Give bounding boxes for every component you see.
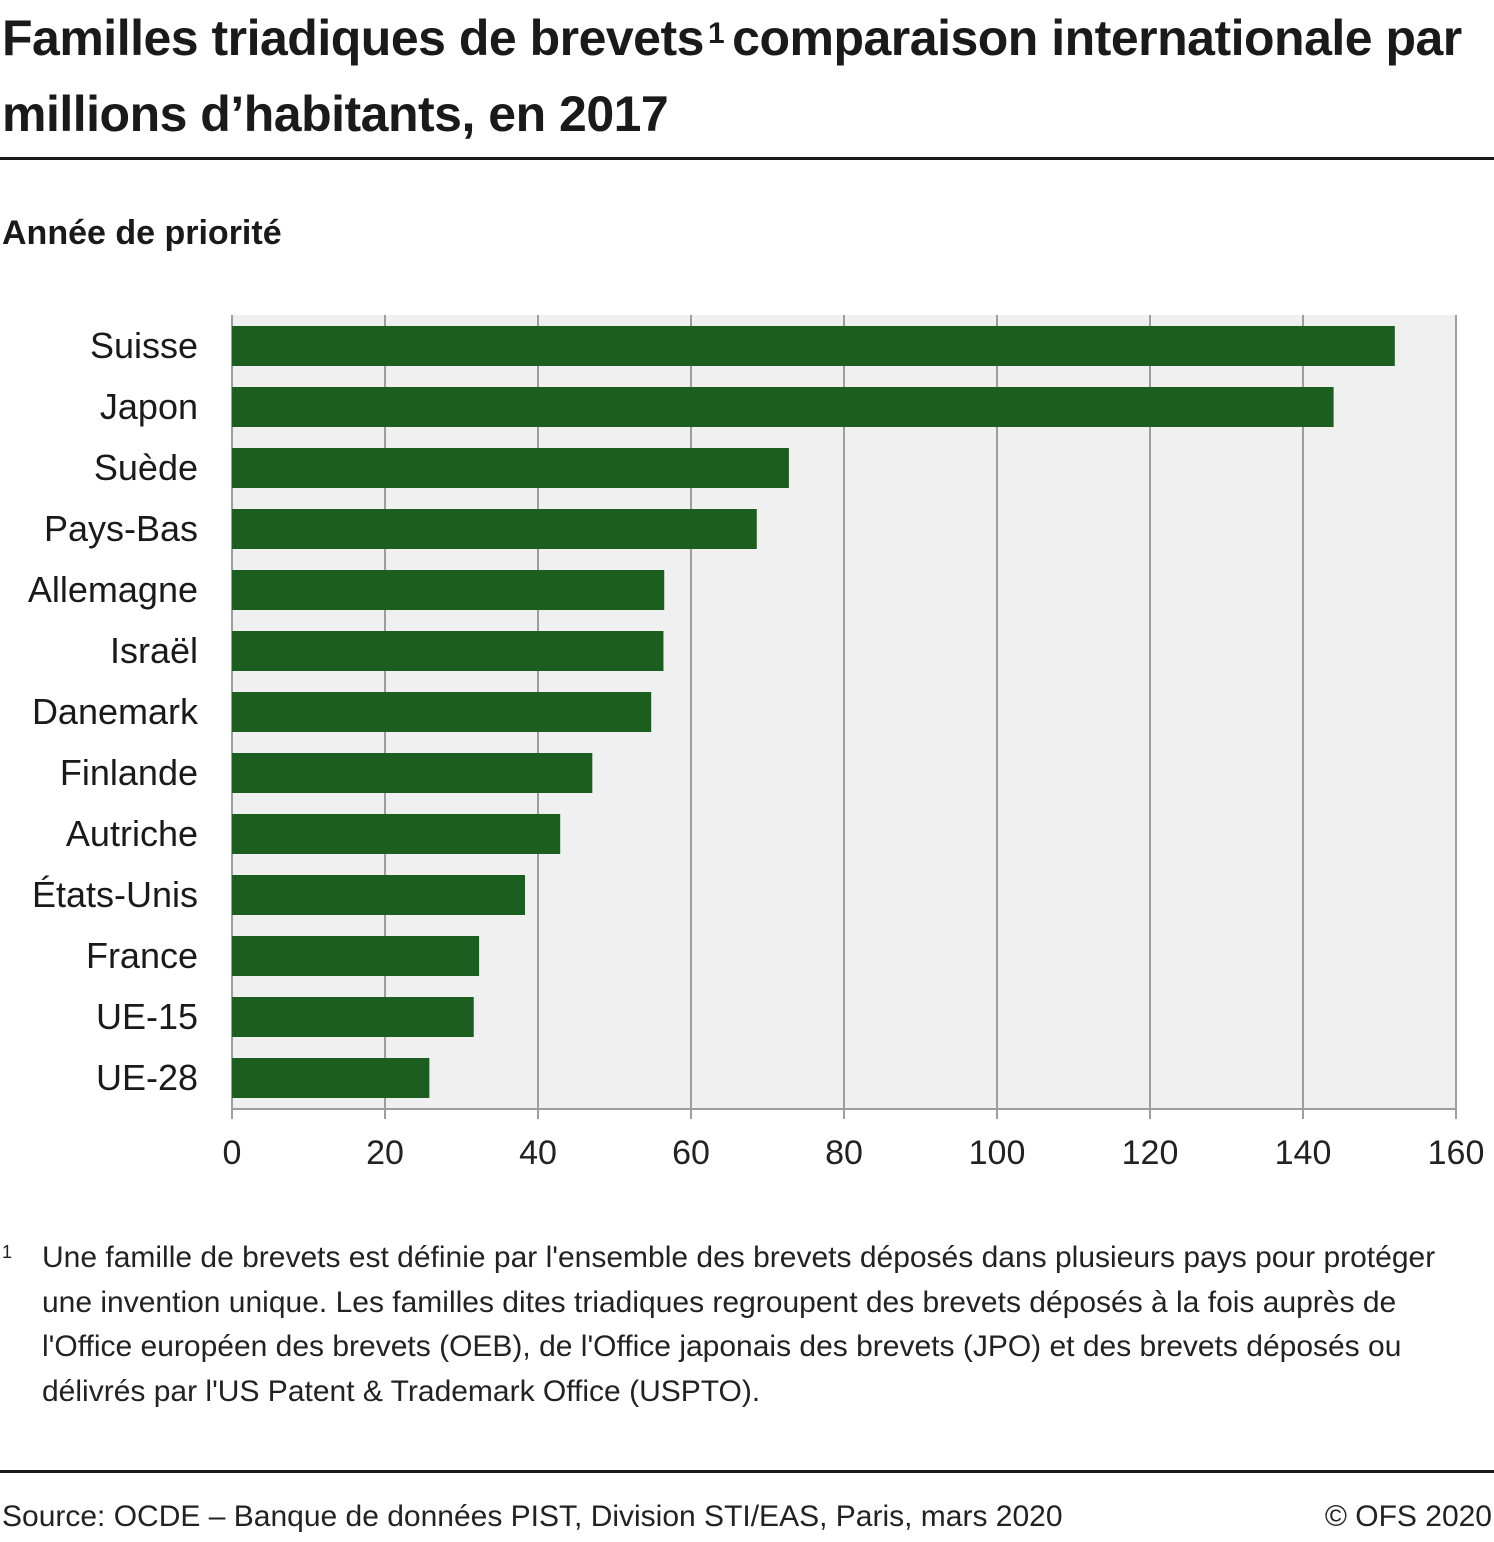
category-label: Suède (94, 447, 198, 488)
category-label: Danemark (32, 691, 199, 732)
category-label: Pays-Bas (44, 508, 198, 549)
bar (232, 997, 474, 1037)
x-tick-label: 20 (366, 1134, 404, 1172)
title-footnote-marker: 1 (707, 17, 725, 50)
footer-divider (0, 1470, 1494, 1473)
category-label: Suisse (90, 325, 198, 366)
x-tick-label: 100 (969, 1134, 1026, 1172)
x-tick-label: 0 (223, 1134, 242, 1172)
bar (232, 692, 652, 732)
x-tick-label: 160 (1428, 1134, 1485, 1172)
category-label: Israël (110, 630, 198, 671)
title-part-1: Familles triadiques de brevets (2, 10, 704, 66)
chart-title: Familles triadiques de brevets 1 comparais… (2, 0, 1482, 152)
bar (232, 631, 664, 671)
category-label: Allemagne (28, 569, 198, 610)
x-tick-label: 140 (1275, 1134, 1332, 1172)
copyright-text: © OFS 2020 (1324, 1500, 1492, 1533)
x-tick-label: 120 (1122, 1134, 1179, 1172)
bar (232, 448, 789, 488)
title-part-2: comparaison internationale par millions … (2, 10, 1462, 142)
bar (232, 509, 757, 549)
bar (232, 753, 593, 793)
footnote-text: Une famille de brevets est définie par l… (42, 1241, 1436, 1408)
category-label: UE-28 (96, 1057, 198, 1098)
bar-chart: 0 20 40 60 80 100 120 140 160 Suisse Japon Suède Pay… (28, 315, 1485, 1172)
x-tick-label: 80 (825, 1134, 863, 1172)
category-label: Finlande (60, 752, 198, 793)
category-label: Japon (100, 386, 198, 427)
chart-subtitle: Année de priorité (2, 214, 282, 252)
source-text: Source: OCDE – Banque de données PIST, D… (2, 1500, 1063, 1533)
category-label: UE-15 (96, 996, 198, 1037)
bar (232, 814, 561, 854)
bar (232, 387, 1334, 427)
x-tick-label: 60 (672, 1134, 710, 1172)
category-label: France (86, 935, 198, 976)
x-tick-label: 40 (519, 1134, 557, 1172)
bar (232, 936, 480, 976)
category-label: Autriche (66, 813, 198, 854)
bar (232, 1058, 430, 1098)
footnote-marker: 1 (2, 1242, 13, 1262)
category-label: États-Unis (32, 874, 198, 915)
bar (232, 875, 525, 915)
bar (232, 570, 665, 610)
bar (232, 326, 1395, 366)
title-divider (0, 157, 1494, 160)
